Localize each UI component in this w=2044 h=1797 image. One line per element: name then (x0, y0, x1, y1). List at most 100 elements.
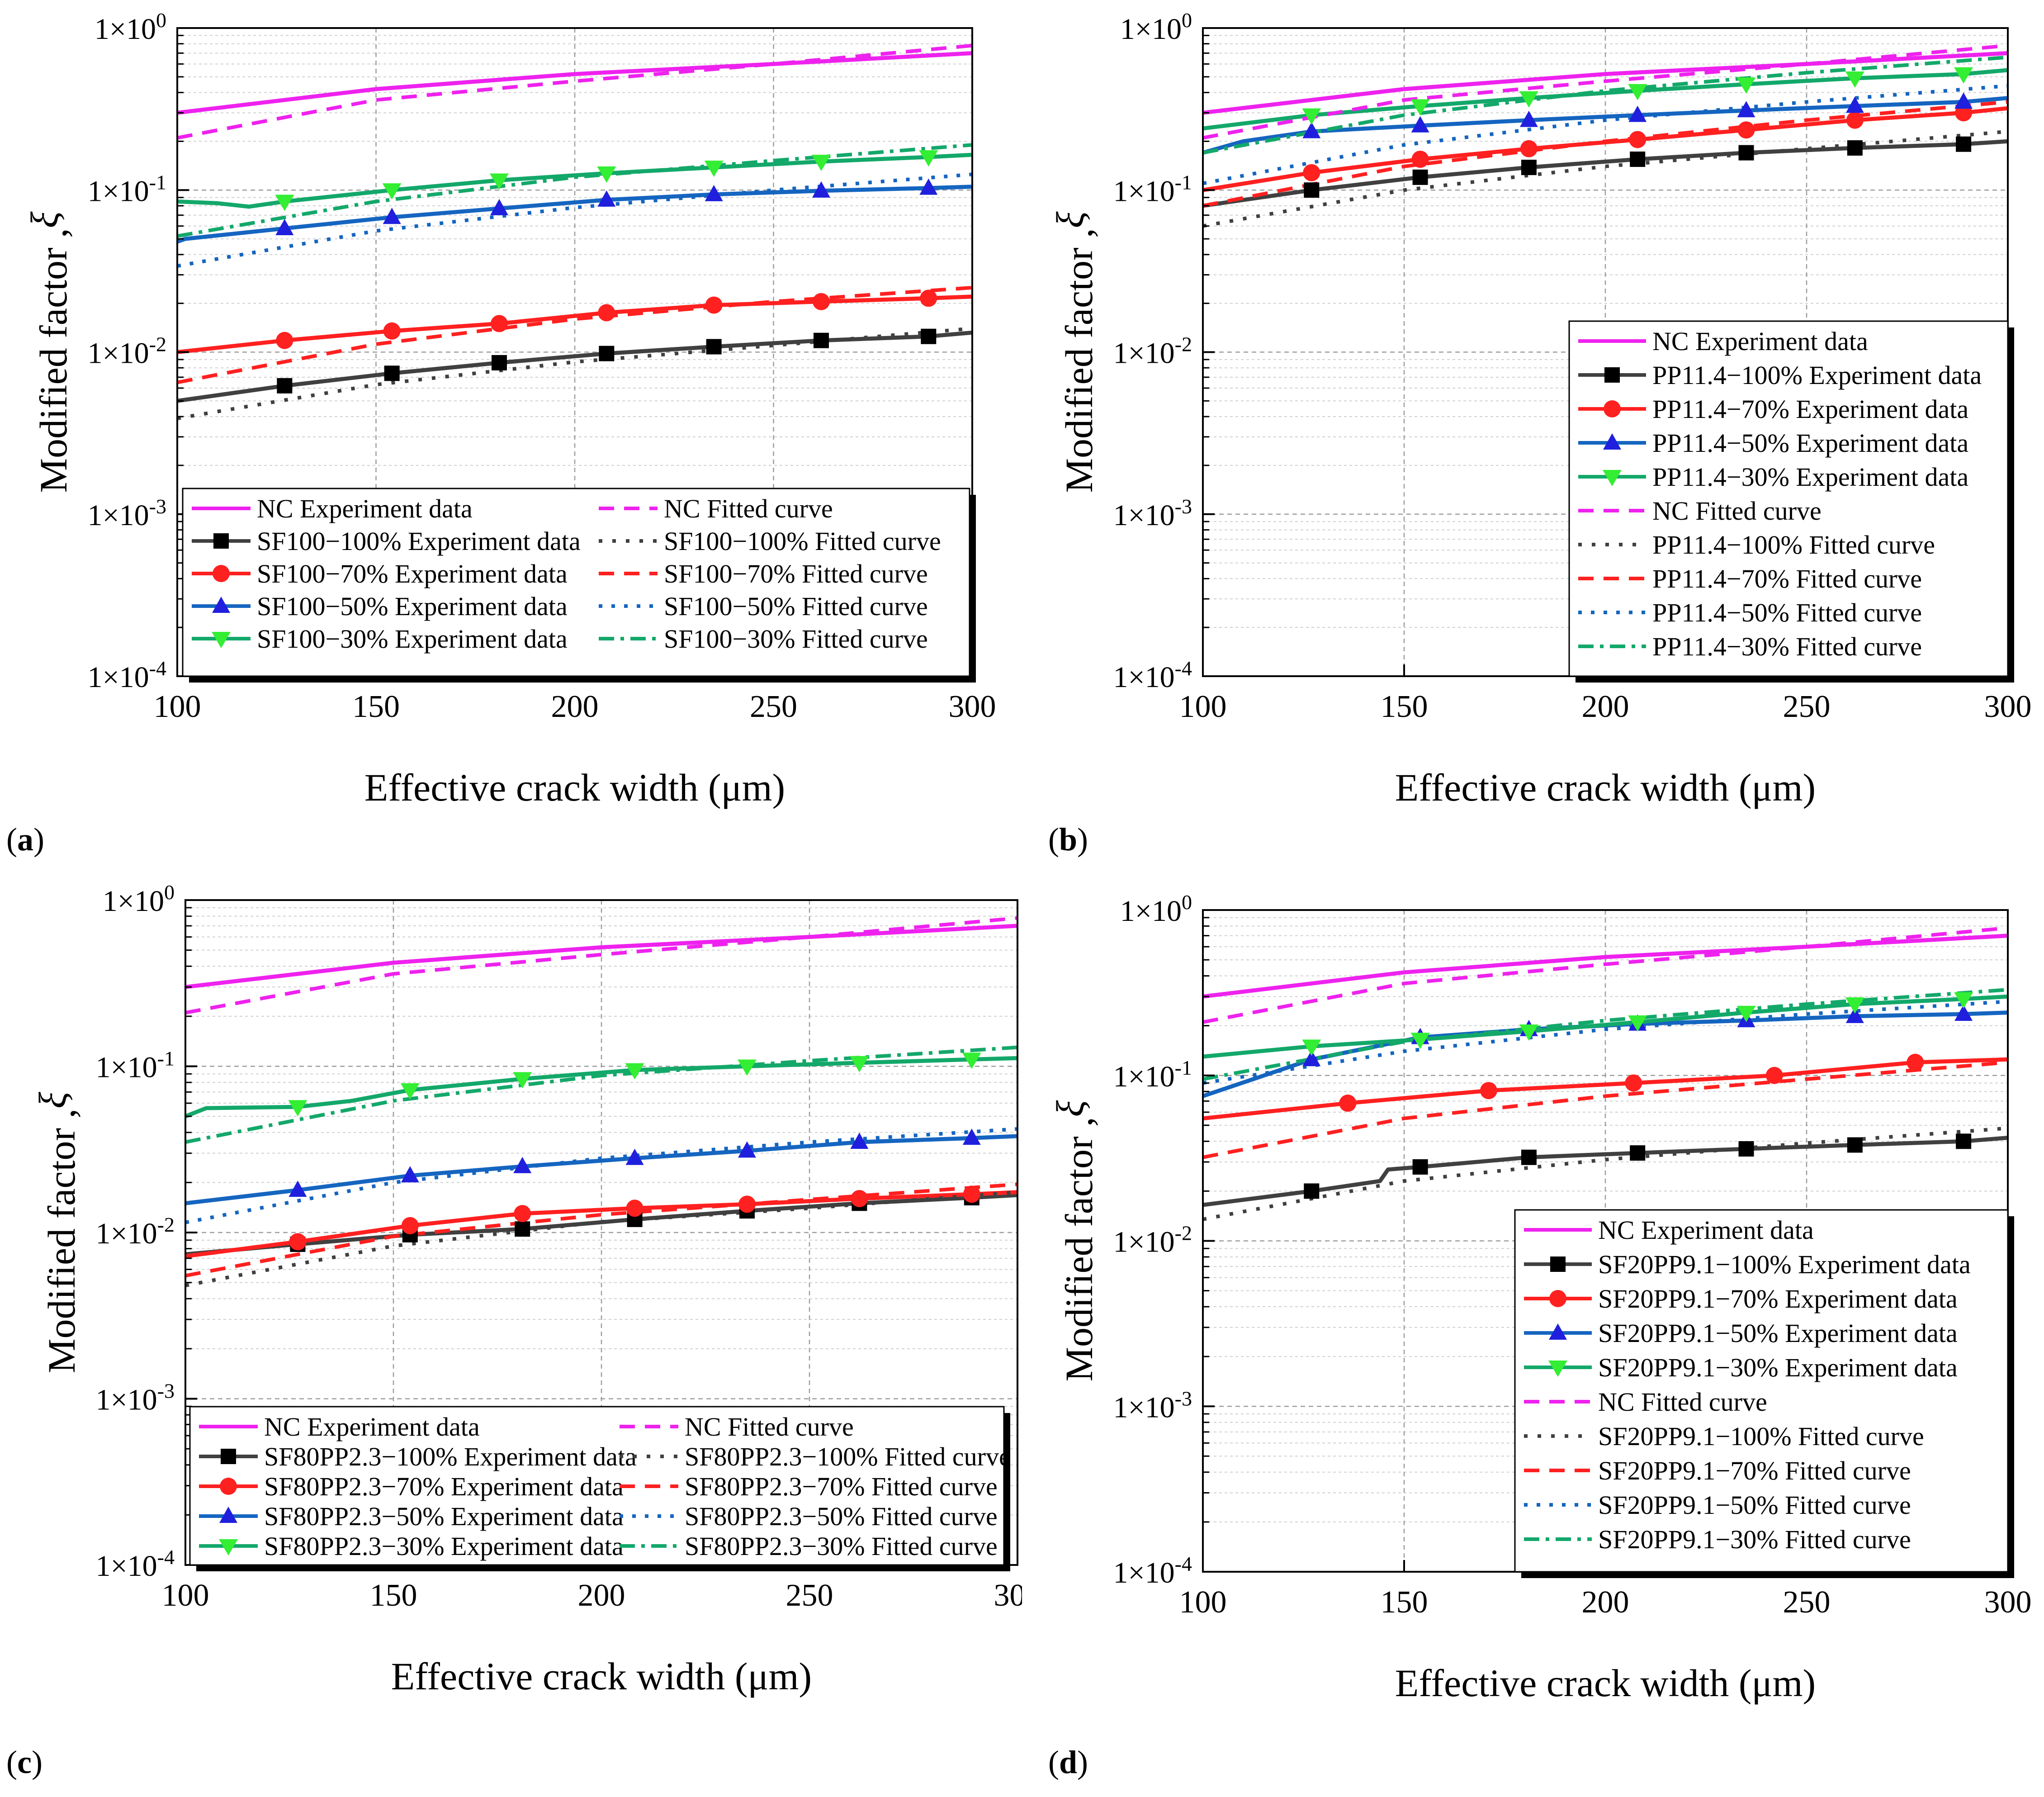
data-point-p50 (1302, 1050, 1321, 1067)
y-axis-title: Modified factor ,ξ (23, 211, 75, 493)
data-point-p30 (400, 1083, 420, 1100)
legend-marker (1548, 1361, 1567, 1377)
data-point-p100 (1630, 1145, 1646, 1161)
x-tick-label: 100 (162, 1578, 209, 1613)
data-point-p100 (921, 328, 937, 344)
data-point-p50 (275, 219, 294, 236)
legend-label: SF80PP2.3−30% Fitted curve (685, 1531, 998, 1561)
data-point-p70 (1907, 1053, 1924, 1071)
y-tick-label: 1×10-2 (95, 1213, 175, 1250)
y-axis-d: 1×100 1×10-1 1×10-2 1×10-3 1×10-4 Modified fa… (1048, 891, 1215, 1589)
x-axis-title: Effective crack width (μm) (1395, 1661, 1816, 1705)
panel-letter-c: c (17, 1744, 32, 1780)
data-point-p70 (289, 1233, 307, 1251)
legend-label: SF100−70% Experiment data (257, 559, 568, 588)
series-line-p50-fit (1202, 84, 2008, 185)
x-tick-label: 300 (949, 689, 996, 724)
data-point-p30 (1954, 67, 1973, 84)
y-tick-label: 1×10-1 (1113, 1056, 1192, 1093)
data-point-p100 (1412, 169, 1428, 185)
x-tick-label: 300 (994, 1578, 1022, 1613)
data-point-p30 (513, 1072, 532, 1089)
data-point-p100 (1521, 1149, 1537, 1165)
data-point-p30 (597, 166, 616, 183)
data-point-p70 (812, 293, 830, 310)
data-point-p30 (275, 194, 294, 211)
legend-label: SF80PP2.3−50% Fitted curve (685, 1502, 998, 1531)
data-point-p30 (1410, 1033, 1430, 1049)
legend-label: NC Fitted curve (1598, 1387, 1767, 1417)
legend-marker (1549, 1323, 1567, 1340)
y-axis-c: 1×100 1×10-1 1×10-2 1×10-3 1×10-4 Modified fa… (31, 881, 197, 1583)
legend-label: NC Experiment data (257, 494, 473, 523)
series-line-p70-fit (185, 1182, 1018, 1278)
data-point-p70 (920, 289, 937, 307)
data-point-p50 (919, 178, 938, 195)
legend-marker (219, 1507, 237, 1523)
y-tick-label: 1×100 (1120, 9, 1192, 46)
series-d (1202, 926, 2008, 1221)
y-axis-title: Modified factor ,ξ (1048, 1100, 1101, 1381)
series-line-p70-fit (1202, 100, 2008, 208)
data-point-p30 (1954, 992, 1973, 1009)
legend-label: SF20PP9.1−50% Experiment data (1598, 1318, 1958, 1348)
legend-label: SF80PP2.3−100% Experiment data (264, 1442, 637, 1471)
data-point-p70 (383, 322, 401, 340)
data-point-p30 (382, 183, 402, 200)
legend-marker (219, 1539, 238, 1555)
y-tick-label: 1×10-4 (95, 1546, 175, 1583)
y-tick-label: 1×10-2 (1113, 1222, 1192, 1259)
data-point-p100 (384, 365, 400, 381)
x-axis-title: Effective crack width (μm) (1395, 766, 1816, 809)
chart-panel-d: 100 150 200 250 300 Effective crack width (μm… (1048, 891, 2032, 1705)
data-point-p50 (705, 185, 723, 201)
data-point-p30 (919, 150, 938, 167)
legend-label: SF100−100% Fitted curve (664, 526, 941, 556)
legend-marker (1603, 470, 1622, 486)
series-line-p30-fit (177, 143, 973, 238)
series-line-p70-fit (1202, 1060, 2008, 1159)
legend-label: PP11.4−70% Fitted curve (1652, 564, 1922, 593)
legend-label: SF20PP9.1−70% Fitted curve (1598, 1456, 1911, 1485)
data-point-p70 (514, 1205, 531, 1223)
legend-marker (213, 533, 229, 549)
panel-letter-b: b (1059, 821, 1078, 858)
legend-label: PP11.4−50% Fitted curve (1652, 598, 1922, 627)
data-point-p100 (1956, 1133, 1972, 1149)
legend-box (182, 488, 970, 677)
legend-marker (221, 1449, 236, 1464)
data-point-p70 (1625, 1074, 1642, 1092)
data-point-p30 (704, 161, 724, 177)
legend-label: NC Experiment data (264, 1412, 480, 1441)
legend-marker (1549, 1290, 1566, 1307)
legend-label: SF20PP9.1−100% Experiment data (1598, 1250, 1971, 1279)
data-point-p70 (851, 1190, 868, 1207)
data-point-p50 (812, 181, 830, 198)
legend-label: SF20PP9.1−30% Fitted curve (1598, 1525, 1911, 1554)
legend-label: PP11.4−30% Fitted curve (1652, 632, 1922, 661)
legend-b: NC Experiment data PP11.4−100% Experiment… (1568, 320, 2014, 683)
x-tick-label: 100 (154, 689, 201, 724)
legend-label: NC Experiment data (1598, 1215, 1814, 1245)
data-point-p50 (1628, 105, 1647, 122)
x-axis-c: 100 150 200 250 300 Effective crack width (μm… (162, 1553, 1022, 1698)
legend-label: SF100−70% Fitted curve (664, 559, 928, 588)
x-tick-label: 200 (1582, 689, 1629, 724)
legend-label: SF80PP2.3−30% Experiment data (264, 1531, 624, 1561)
data-point-p30 (1628, 1015, 1647, 1032)
data-point-p100 (1304, 1183, 1320, 1199)
legend-label: SF100−50% Experiment data (257, 592, 568, 621)
legend-label: SF80PP2.3−70% Fitted curve (685, 1472, 998, 1501)
x-tick-label: 300 (1984, 689, 2032, 724)
data-point-p50 (1411, 116, 1429, 133)
x-tick-label: 200 (1582, 1585, 1629, 1620)
x-axis-b: 100 150 200 250 300 Effective crack width (μm… (1179, 664, 2032, 809)
data-point-p100 (1956, 136, 1972, 152)
series-line-nc-exp (1202, 51, 2008, 115)
panel-tag-d: (d) (1048, 1744, 1088, 1780)
data-point-p70 (490, 315, 508, 332)
data-point-p30 (1845, 71, 1864, 88)
y-tick-label: 1×10-2 (1113, 333, 1192, 370)
legend-label: PP11.4−70% Experiment data (1652, 394, 1968, 424)
